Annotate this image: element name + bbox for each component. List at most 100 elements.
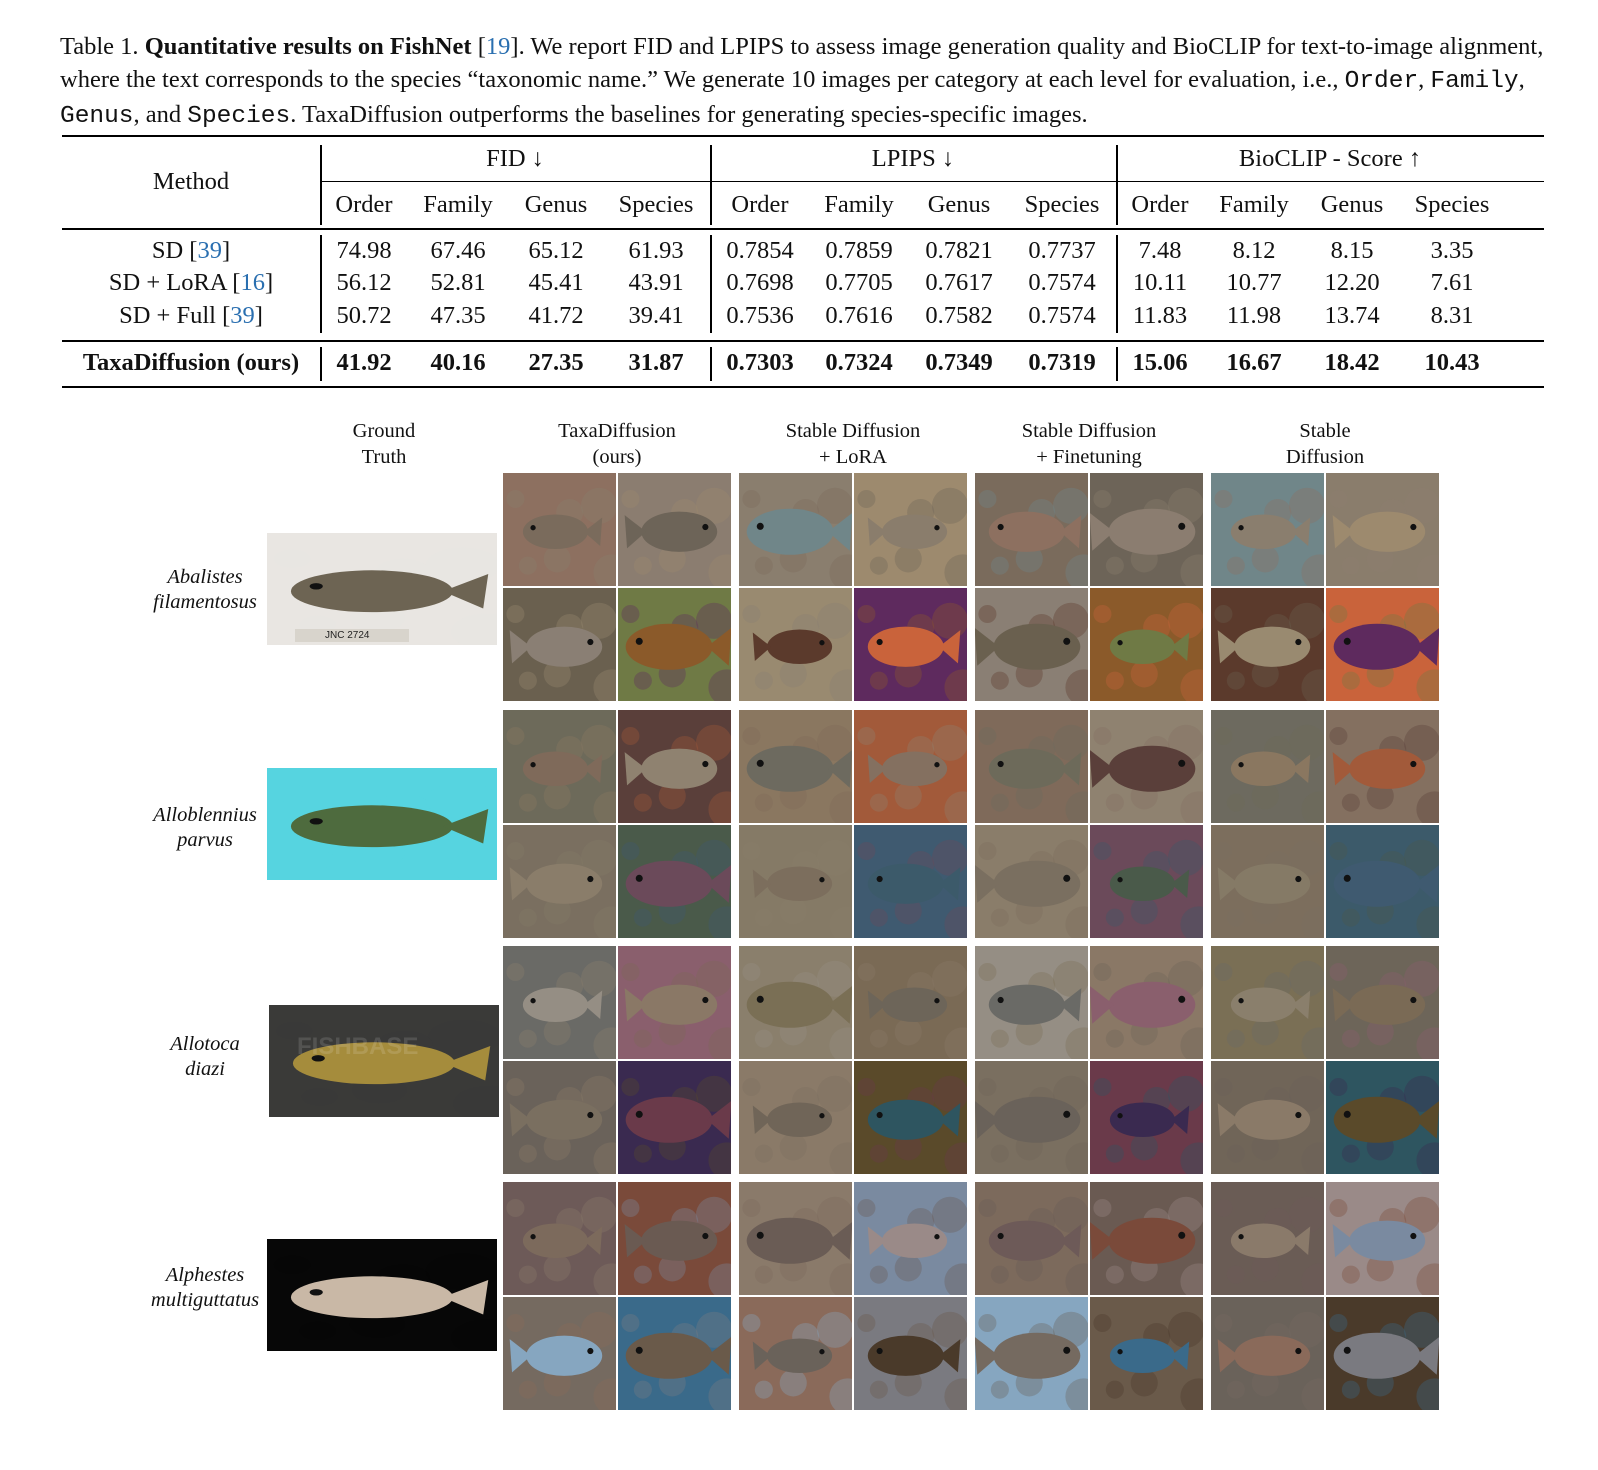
generated-image bbox=[503, 825, 616, 938]
generated-image bbox=[618, 473, 731, 586]
species-name-line: diazi bbox=[185, 1058, 225, 1080]
generated-image bbox=[975, 710, 1088, 823]
citation-link[interactable]: 19 bbox=[485, 33, 511, 60]
table-cell: 0.7617 bbox=[925, 269, 993, 296]
species-name-line: parvus bbox=[177, 829, 233, 851]
generated-image bbox=[739, 1297, 852, 1410]
species-name: Allotoca diazi bbox=[125, 1032, 285, 1082]
generated-image bbox=[1211, 1061, 1324, 1174]
column-header: Family bbox=[824, 191, 894, 218]
method-name-ours: TaxaDiffusion (ours) bbox=[82, 349, 300, 376]
table-cell-best: 0.7303 bbox=[726, 349, 794, 376]
table-cell: 0.7859 bbox=[825, 237, 893, 264]
generated-image bbox=[854, 1297, 967, 1410]
table-cell-best: 40.16 bbox=[430, 349, 486, 376]
generated-image bbox=[854, 710, 967, 823]
column-title-line: Diffusion bbox=[1285, 446, 1365, 468]
generated-image bbox=[618, 710, 731, 823]
ground-truth-image: FISHBASE bbox=[269, 1005, 499, 1117]
generated-image bbox=[975, 1061, 1088, 1174]
citation-link[interactable]: 39 bbox=[230, 302, 255, 329]
table-cell: 3.35 bbox=[1430, 237, 1474, 264]
caption-and: and bbox=[145, 101, 182, 128]
group-lpips: LPIPS ↓ bbox=[871, 145, 955, 172]
generated-image bbox=[854, 1061, 967, 1174]
column-title-line: + Finetuning bbox=[1036, 446, 1142, 468]
table-cell: 52.81 bbox=[430, 269, 486, 296]
caption-text-3-prefix: i.e., bbox=[1302, 66, 1345, 93]
table-cell: 12.20 bbox=[1324, 269, 1380, 296]
species-name: Alloblennius parvus bbox=[125, 803, 285, 853]
generated-image bbox=[1326, 473, 1439, 586]
generated-image bbox=[854, 825, 967, 938]
level-order: Order bbox=[1344, 68, 1419, 95]
citation-link[interactable]: 39 bbox=[197, 237, 222, 264]
ours-rule bbox=[62, 340, 1544, 342]
generated-image bbox=[618, 588, 731, 701]
generated-image bbox=[503, 1182, 616, 1295]
table-cell: 45.41 bbox=[528, 269, 584, 296]
species-name: Alphestes multiguttatus bbox=[125, 1263, 285, 1313]
ground-truth-image: JNC 2724 bbox=[267, 533, 497, 645]
generated-image bbox=[503, 473, 616, 586]
table-cell-best: 0.7324 bbox=[825, 349, 893, 376]
column-title-line: Stable Diffusion bbox=[785, 420, 921, 442]
generated-image bbox=[1090, 825, 1203, 938]
method-label: SD + Full [ bbox=[119, 302, 231, 329]
generated-image bbox=[975, 825, 1088, 938]
generated-image bbox=[739, 473, 852, 586]
generated-image bbox=[1211, 710, 1324, 823]
column-header: Order bbox=[731, 191, 789, 218]
table-cell: 0.7582 bbox=[925, 302, 993, 329]
qualitative-figure: Ground Truth TaxaDiffusion (ours) Stable Dif… bbox=[0, 410, 1598, 1460]
table-cell: 0.7616 bbox=[825, 302, 893, 329]
level-species: Species bbox=[187, 103, 291, 130]
generated-image bbox=[1326, 825, 1439, 938]
column-title: Stable Diffusion bbox=[1215, 418, 1435, 470]
generated-image bbox=[1211, 825, 1324, 938]
generated-image bbox=[1211, 588, 1324, 701]
generated-image bbox=[1211, 1182, 1324, 1295]
table-cell-best: 31.87 bbox=[628, 349, 684, 376]
generated-image bbox=[503, 710, 616, 823]
generated-image bbox=[975, 1182, 1088, 1295]
citation-link[interactable]: 16 bbox=[240, 269, 265, 296]
column-title: TaxaDiffusion (ours) bbox=[507, 418, 727, 470]
generated-image bbox=[618, 1182, 731, 1295]
bracket: ] bbox=[221, 237, 231, 264]
table-cell: 8.12 bbox=[1232, 237, 1276, 264]
column-header: Order bbox=[335, 191, 393, 218]
table-cell-best: 15.06 bbox=[1132, 349, 1188, 376]
species-name-line: Alphestes bbox=[165, 1264, 245, 1286]
species-name: Abalistes filamentosus bbox=[125, 565, 285, 615]
column-title: Stable Diffusion + LoRA bbox=[743, 418, 963, 470]
table-cell: 0.7536 bbox=[726, 302, 794, 329]
generated-image bbox=[503, 1061, 616, 1174]
generated-image bbox=[1090, 588, 1203, 701]
generated-image bbox=[739, 946, 852, 1059]
species-name-line: Allotoca bbox=[170, 1033, 240, 1055]
table-bottom-rule bbox=[62, 386, 1544, 388]
generated-image bbox=[1090, 710, 1203, 823]
column-title-line: Ground bbox=[352, 420, 416, 442]
column-title-line: Stable Diffusion bbox=[1021, 420, 1157, 442]
generated-image bbox=[1090, 1182, 1203, 1295]
generated-image bbox=[1090, 946, 1203, 1059]
method-name: SD + Full [39] bbox=[62, 302, 320, 330]
level-genus: Genus bbox=[60, 103, 134, 130]
generated-image bbox=[1326, 710, 1439, 823]
generated-image bbox=[854, 588, 967, 701]
group-fid: FID ↓ bbox=[486, 145, 544, 172]
generated-image bbox=[854, 473, 967, 586]
table-cell: 7.61 bbox=[1430, 269, 1474, 296]
generated-image bbox=[1326, 588, 1439, 701]
table-cell: 39.41 bbox=[628, 302, 684, 329]
species-name-line: multiguttatus bbox=[150, 1289, 260, 1311]
column-title: Ground Truth bbox=[274, 418, 494, 470]
level-family: Family bbox=[1430, 68, 1519, 95]
table-cell: 0.7705 bbox=[825, 269, 893, 296]
method-label: SD + LoRA [ bbox=[108, 269, 241, 296]
table-top-rule bbox=[62, 135, 1544, 137]
generated-image bbox=[854, 946, 967, 1059]
species-name-line: Abalistes bbox=[167, 566, 243, 588]
